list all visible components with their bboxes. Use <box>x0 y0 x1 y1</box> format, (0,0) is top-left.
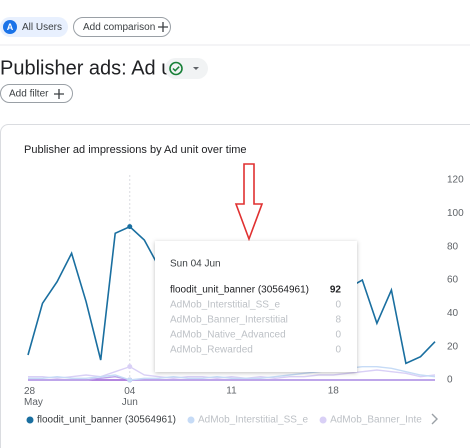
legend-swatch <box>187 416 195 424</box>
legend-label[interactable]: AdMob_Banner_Interstitial <box>330 415 448 426</box>
segment-label: All Users <box>22 22 62 33</box>
y-tick-label: 20 <box>447 341 459 352</box>
tooltip-series: AdMob_Interstitial_SS_e <box>170 300 281 311</box>
x-tick-label: 11 <box>226 386 237 397</box>
add-comparison-label: Add comparison <box>83 22 155 33</box>
tooltip-series: AdMob_Banner_Interstitial <box>170 315 288 326</box>
dropdown-icon <box>193 67 199 70</box>
hover-point <box>127 364 133 370</box>
legend-label[interactable]: floodit_unit_banner (30564961) <box>37 415 176 426</box>
check-mark <box>172 66 180 72</box>
check-icon <box>169 61 183 76</box>
tooltip-date: Sun 04 Jun <box>170 259 221 270</box>
add-filter-label: Add filter <box>9 89 49 100</box>
tooltip-value: 92 <box>330 285 342 296</box>
legend-label[interactable]: AdMob_Interstitial_SS_e <box>198 415 309 426</box>
legend-swatch <box>26 416 34 424</box>
series-line <box>28 375 435 381</box>
y-tick-label: 0 <box>447 375 453 386</box>
series-line <box>28 366 436 381</box>
arrow-annotation <box>234 163 264 242</box>
status-chip[interactable] <box>165 58 208 79</box>
y-tick-label: 100 <box>447 208 464 219</box>
avatar <box>3 20 17 34</box>
tooltip-value: 0 <box>335 300 341 311</box>
tooltip <box>155 241 357 372</box>
y-tick-label: 60 <box>447 275 459 286</box>
y-tick-label: 40 <box>447 308 459 319</box>
tooltip-value: 8 <box>335 315 341 326</box>
x-tick-label: 18 <box>328 386 340 397</box>
y-tick-label: 80 <box>447 241 459 252</box>
tooltip-series: AdMob_Native_Advanced <box>170 330 286 341</box>
avatar-letter: A <box>7 22 14 32</box>
plus-icon <box>158 22 168 32</box>
tooltip-series: AdMob_Rewarded <box>170 345 253 356</box>
hover-point <box>127 377 133 383</box>
x-tick-label: 28 May <box>24 386 43 408</box>
add-filter-chip[interactable] <box>0 84 73 103</box>
series-line <box>28 365 436 380</box>
segment-chip[interactable] <box>0 17 68 37</box>
plus-icon <box>54 89 64 99</box>
x-tick-label: 04 Jun <box>122 386 138 408</box>
tooltip-value: 0 <box>335 330 341 341</box>
legend-next[interactable] <box>431 413 438 425</box>
tooltip-series: floodit_unit_banner (30564961) <box>170 285 309 296</box>
hover-point <box>127 224 133 230</box>
y-tick-label: 120 <box>447 175 464 186</box>
page-title: Publisher ads: Ad unit <box>0 57 194 79</box>
chart-title: Publisher ad impressions by Ad unit over… <box>24 144 247 156</box>
tooltip-value: 0 <box>335 345 341 356</box>
legend-swatch <box>319 416 327 424</box>
add-comparison-chip[interactable] <box>73 17 171 37</box>
